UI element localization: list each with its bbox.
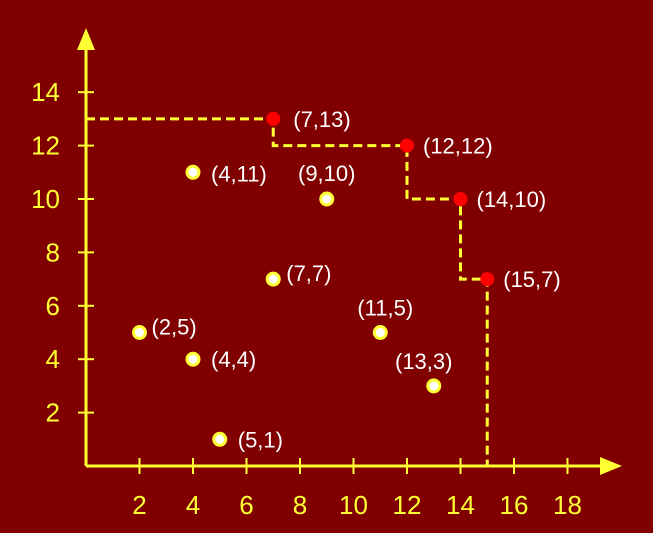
point-label: (5,1)	[238, 427, 283, 452]
x-tick-label: 16	[500, 490, 529, 520]
point-label: (13,3)	[395, 349, 452, 374]
axes-layer	[77, 28, 622, 475]
point-label: (2,5)	[152, 315, 197, 340]
data-point	[265, 271, 281, 287]
points-layer: (4,11) (9,10) (7,7) (2,5) (11,5) (4,4) (13,3) (…	[132, 107, 561, 452]
data-point	[212, 431, 228, 447]
data-point	[132, 325, 147, 340]
staircase-line	[86, 117, 489, 466]
y-tick-label: 6	[46, 291, 60, 321]
data-point	[185, 164, 201, 180]
x-tick-label: 8	[293, 490, 307, 520]
x-tick-label: 10	[339, 490, 368, 520]
y-axis-arrow	[77, 28, 95, 50]
x-tick-label: 4	[186, 490, 200, 520]
data-point	[319, 191, 335, 207]
x-tick-label: 18	[553, 490, 582, 520]
maxima-point	[400, 138, 414, 153]
ticks-layer: 2 4 6 8 10 12 14 16 18 2 4 6 8 10 12 14	[31, 77, 582, 520]
y-tick-label: 8	[46, 237, 60, 267]
point-label: (4,11)	[211, 161, 267, 186]
point-label: (9,10)	[298, 161, 355, 186]
x-tick-label: 14	[446, 490, 475, 520]
y-tick-label: 4	[46, 344, 60, 374]
y-tick-label: 10	[31, 184, 60, 214]
point-label: (4,4)	[211, 347, 256, 372]
y-tick-label: 2	[46, 398, 60, 428]
point-label: (12,12)	[423, 134, 493, 159]
point-label: (14,10)	[477, 187, 547, 212]
data-point	[372, 325, 388, 340]
y-tick-label: 12	[31, 131, 60, 161]
x-axis-arrow	[600, 457, 622, 475]
maxima-point	[453, 192, 468, 206]
y-tick-label: 14	[31, 77, 60, 107]
data-point	[426, 378, 442, 394]
maxima-point	[480, 272, 495, 287]
point-label: (15,7)	[503, 267, 560, 292]
x-tick-label: 12	[393, 490, 422, 520]
data-point	[185, 351, 201, 367]
point-label: (11,5)	[357, 296, 413, 321]
x-tick-label: 6	[239, 490, 253, 520]
maxima-point	[266, 111, 281, 126]
point-label: (7,7)	[286, 261, 331, 286]
staircase-layer	[86, 117, 489, 466]
x-tick-label: 2	[132, 490, 146, 520]
point-label: (7,13)	[293, 107, 350, 132]
